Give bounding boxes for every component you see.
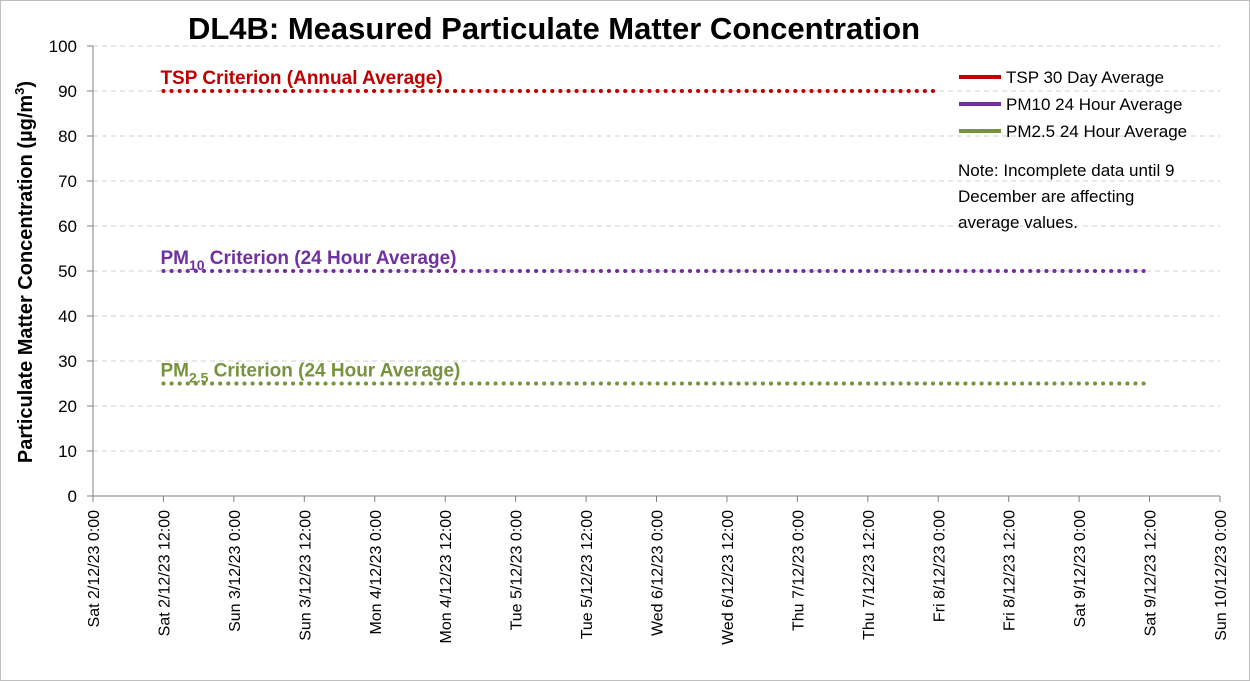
y-tick-label: 80 — [58, 127, 77, 146]
x-tick-label: Thu 7/12/23 12:00 — [861, 510, 878, 640]
x-tick-label: Mon 4/12/23 0:00 — [368, 510, 385, 635]
tsp-criterion-label: TSP Criterion (Annual Average) — [160, 68, 442, 89]
x-tick-label: Sat 2/12/23 0:00 — [86, 510, 103, 628]
criteria-labels: TSP Criterion (Annual Average) PM10 Crite… — [160, 68, 460, 386]
pm10-criterion-label: PM10 Criterion (24 Hour Average) — [160, 248, 456, 273]
x-tick-label: Mon 4/12/23 12:00 — [438, 510, 455, 644]
x-tick-label: Sat 2/12/23 12:00 — [156, 510, 173, 636]
y-tick-label: 90 — [58, 82, 77, 101]
note-text: Note: Incomplete data until 9 December ar… — [958, 161, 1174, 232]
legend-label: TSP 30 Day Average — [1006, 68, 1164, 87]
y-tick-label: 30 — [58, 352, 77, 371]
y-tick-label: 10 — [58, 442, 77, 461]
x-tick-label: Sat 9/12/23 12:00 — [1143, 510, 1160, 636]
pm25-criterion-label: PM2.5 Criterion (24 Hour Average) — [160, 361, 460, 386]
x-tick-label: Fri 8/12/23 12:00 — [1002, 510, 1019, 631]
note-line: average values. — [958, 213, 1078, 232]
y-tick-label: 70 — [58, 172, 77, 191]
criteria-lines — [161, 89, 1152, 386]
y-tick-label: 0 — [68, 487, 77, 506]
axes — [87, 45, 1221, 502]
legend-label: PM10 24 Hour Average — [1006, 95, 1182, 114]
x-tick-label: Sat 9/12/23 0:00 — [1072, 510, 1089, 628]
x-tick-label: Tue 5/12/23 12:00 — [579, 510, 596, 639]
legend-label: PM2.5 24 Hour Average — [1006, 122, 1187, 141]
legend: TSP 30 Day Average PM10 24 Hour Average PM… — [959, 68, 1187, 141]
y-tick-labels: 0 10 20 30 40 50 60 70 80 90 100 — [49, 37, 77, 506]
y-tick-label: 40 — [58, 307, 77, 326]
x-tick-label: Sun 3/12/23 12:00 — [297, 510, 314, 641]
note-line: Note: Incomplete data until 9 — [958, 161, 1174, 180]
y-axis-label: Particulate Matter Concentration (µg/m3) — [12, 81, 37, 463]
y-tick-label: 100 — [49, 37, 77, 56]
x-tick-label: Sun 3/12/23 0:00 — [227, 510, 244, 632]
y-tick-label: 60 — [58, 217, 77, 236]
x-tick-label: Wed 6/12/23 0:00 — [650, 510, 667, 636]
x-tick-label: Thu 7/12/23 0:00 — [790, 510, 807, 631]
x-tick-label: Sun 10/12/23 0:00 — [1213, 510, 1230, 641]
note-line: December are affecting — [958, 187, 1134, 206]
x-tick-label: Fri 8/12/23 0:00 — [931, 510, 948, 622]
x-tick-labels: Sat 2/12/23 0:00 Sat 2/12/23 12:00 Sun 3/1… — [86, 510, 1230, 645]
y-tick-label: 20 — [58, 397, 77, 416]
chart-title: DL4B: Measured Particulate Matter Concen… — [188, 11, 920, 46]
y-tick-label: 50 — [58, 262, 77, 281]
x-tick-label: Tue 5/12/23 0:00 — [509, 510, 526, 630]
x-tick-label: Wed 6/12/23 12:00 — [720, 510, 737, 645]
